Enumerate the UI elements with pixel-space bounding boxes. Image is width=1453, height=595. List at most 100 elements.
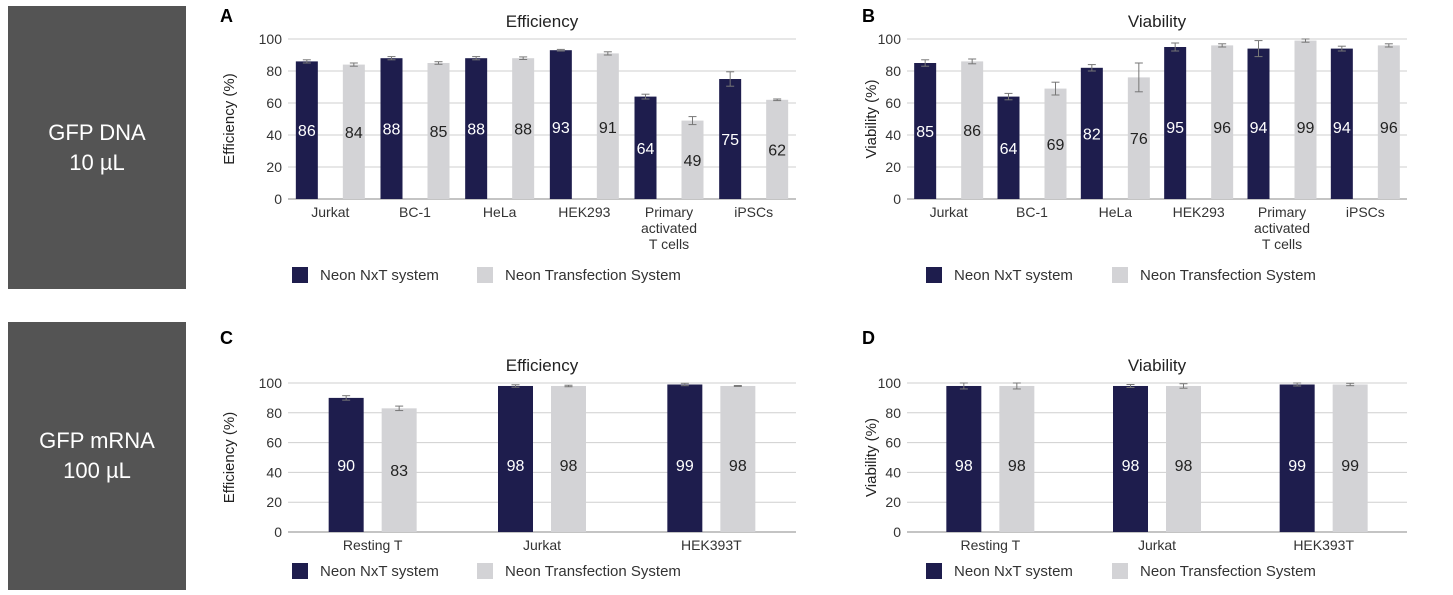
data-label: 76 — [1130, 131, 1148, 148]
data-label: 84 — [345, 125, 363, 142]
bar — [1279, 384, 1315, 532]
bar — [1127, 77, 1150, 199]
data-label: 99 — [1341, 458, 1359, 475]
chart-title: Viability — [1128, 356, 1187, 375]
data-label: 88 — [467, 122, 485, 139]
legend-label: Neon NxT system — [320, 267, 439, 284]
y-tick-label: 0 — [893, 191, 901, 207]
bar — [427, 63, 450, 199]
data-label: 96 — [1380, 120, 1398, 137]
legend-swatch — [292, 267, 308, 283]
legend-label: Neon NxT system — [954, 267, 1073, 284]
x-tick-label: iPSCs — [734, 204, 773, 220]
chart-title: Efficiency — [506, 356, 579, 375]
bar — [1377, 45, 1400, 200]
y-tick-label: 100 — [878, 31, 902, 47]
legend-label: Neon Transfection System — [505, 267, 681, 284]
bar — [295, 61, 318, 200]
legend-swatch — [1112, 563, 1128, 579]
data-label: 75 — [721, 132, 739, 149]
bar — [1164, 47, 1187, 199]
data-label: 91 — [599, 120, 617, 137]
data-label: 99 — [676, 458, 694, 475]
chart-title: Viability — [1128, 12, 1187, 31]
y-tick-label: 20 — [885, 159, 901, 175]
y-axis-label: Efficiency (%) — [221, 73, 238, 164]
bar — [380, 58, 403, 200]
panel-letter: A — [220, 6, 233, 26]
x-tick-label: Resting T — [343, 537, 403, 553]
panel-letter: C — [220, 328, 233, 348]
data-label: 93 — [552, 120, 570, 137]
bar — [551, 385, 586, 532]
y-tick-label: 100 — [878, 375, 902, 391]
x-tick-label: HeLa — [1099, 204, 1133, 220]
x-tick-label: Jurkat — [311, 204, 349, 220]
y-tick-label: 20 — [885, 494, 901, 510]
bar — [1332, 384, 1368, 532]
x-tick-label: HEK293 — [558, 204, 610, 220]
x-tick-label: HeLa — [483, 204, 517, 220]
data-label: 85 — [430, 124, 448, 141]
chart-c-efficiency: Efficiency 0 20 40 60 80 100 Efficiency (%) 90 83… — [221, 356, 796, 580]
x-tick-label: Resting T — [960, 537, 1020, 553]
x-tick-label: T cells — [649, 236, 689, 252]
y-tick-label: 60 — [885, 435, 901, 451]
chart-title: Efficiency — [506, 12, 579, 31]
panel-letter: D — [862, 328, 875, 348]
x-tick-label: activated — [1254, 220, 1310, 236]
bar — [381, 408, 417, 532]
bar — [596, 53, 619, 200]
y-tick-label: 20 — [266, 494, 282, 510]
legend-label: Neon NxT system — [320, 563, 439, 580]
y-tick-label: 80 — [885, 405, 901, 421]
data-label: 88 — [514, 122, 532, 139]
bar — [342, 64, 365, 199]
data-label: 98 — [1175, 458, 1193, 475]
legend-label: Neon Transfection System — [505, 563, 681, 580]
data-label: 86 — [298, 123, 316, 140]
y-tick-label: 80 — [266, 405, 282, 421]
y-tick-label: 80 — [885, 63, 901, 79]
bar — [1247, 48, 1270, 199]
bar — [1113, 385, 1148, 532]
legend-swatch — [926, 267, 942, 283]
data-label: 85 — [916, 124, 934, 141]
data-label: 96 — [1213, 120, 1231, 137]
x-tick-label: iPSCs — [1346, 204, 1385, 220]
legend-label: Neon NxT system — [954, 563, 1073, 580]
x-tick-label: Jurkat — [1138, 537, 1176, 553]
data-label: 82 — [1083, 126, 1101, 143]
bar — [997, 96, 1020, 199]
y-tick-label: 80 — [266, 63, 282, 79]
bar — [961, 61, 984, 200]
y-axis-label: Viability (%) — [863, 80, 880, 159]
bar — [1294, 40, 1317, 199]
row-label-line2: 10 µL — [69, 149, 125, 175]
data-label: 49 — [684, 153, 702, 170]
row-label-line1: GFP mRNA — [39, 428, 155, 453]
y-tick-label: 40 — [885, 127, 901, 143]
legend-swatch — [292, 563, 308, 579]
row-label-line1: GFP DNA — [48, 119, 146, 145]
x-tick-label: HEK393T — [1293, 537, 1354, 553]
row-label-gfp-dna: GFP DNA 10 µL — [8, 6, 186, 289]
data-label: 94 — [1333, 120, 1351, 137]
bar — [914, 63, 937, 199]
bar — [465, 58, 488, 200]
bar — [719, 79, 742, 199]
data-label: 98 — [507, 458, 525, 475]
y-tick-label: 100 — [259, 375, 283, 391]
y-tick-label: 60 — [266, 435, 282, 451]
data-label: 90 — [337, 458, 355, 475]
row-label-gfp-mrna: GFP mRNA 100 µL — [8, 322, 186, 590]
data-label: 98 — [1008, 458, 1026, 475]
y-tick-label: 40 — [885, 464, 901, 480]
bar — [720, 385, 756, 532]
legend-label: Neon Transfection System — [1140, 267, 1316, 284]
data-label: 83 — [390, 463, 408, 480]
bar — [1330, 48, 1353, 199]
y-tick-label: 60 — [266, 95, 282, 111]
data-label: 64 — [637, 141, 655, 158]
panel-b-viability: B Viability 0 20 40 60 80 100 Viability (%) 85 86… — [862, 6, 1453, 296]
